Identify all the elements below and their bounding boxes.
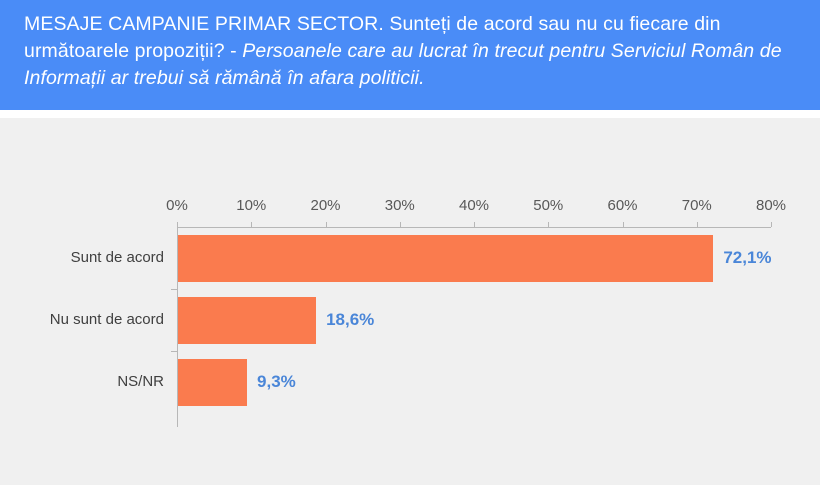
category-label: NS/NR	[117, 372, 164, 390]
page-title: MESAJE CAMPANIE PRIMAR SECTOR. Sunteți d…	[24, 11, 800, 92]
x-tick-mark	[399, 222, 401, 227]
header-banner: MESAJE CAMPANIE PRIMAR SECTOR. Sunteți d…	[0, 0, 820, 110]
x-tick-mark	[622, 222, 624, 227]
x-tick-label: 60%	[607, 197, 638, 214]
x-tick-mark	[548, 222, 550, 227]
x-tick-mark	[325, 222, 327, 227]
category-label: Nu sunt de acord	[49, 310, 164, 328]
chart-container: 0% 10% 20% 30% 40% 50% 60% 70% 80% Sunt de acord…	[0, 118, 820, 485]
bar[interactable]	[178, 235, 714, 282]
x-tick-label: 0%	[166, 197, 188, 214]
y-tick-mark	[171, 289, 177, 290]
x-axis-line	[177, 227, 771, 228]
x-tick-label: 30%	[384, 197, 415, 214]
x-tick-label: 70%	[681, 197, 712, 214]
x-tick-mark	[771, 222, 772, 227]
x-tick-mark	[251, 222, 253, 227]
bar-chart-plot: 0% 10% 20% 30% 40% 50% 60% 70% 80% Sunt de acord…	[50, 197, 786, 427]
value-label: 18,6%	[326, 309, 375, 329]
bar[interactable]	[178, 297, 317, 344]
header-divider	[0, 110, 820, 118]
x-tick-mark	[177, 222, 178, 227]
x-tick-label: 10%	[236, 197, 267, 214]
x-tick-label: 40%	[458, 197, 490, 214]
x-tick-label: 80%	[755, 197, 787, 214]
x-tick-mark	[696, 222, 698, 227]
x-tick-mark	[474, 222, 475, 227]
page-title-italic: Persoanele care au lucrat în trecut pent…	[24, 40, 788, 89]
page-title-plain: MESAJE CAMPANIE PRIMAR SECTOR. Sunteți d…	[24, 13, 727, 62]
category-label: Sunt de acord	[70, 248, 164, 266]
bar[interactable]	[178, 359, 248, 406]
y-axis-line	[177, 227, 178, 427]
y-tick-mark	[171, 351, 177, 352]
value-label: 9,3%	[257, 371, 296, 391]
value-label: 72,1%	[723, 247, 772, 267]
x-tick-label: 50%	[533, 197, 564, 214]
x-tick-label: 20%	[310, 197, 341, 214]
